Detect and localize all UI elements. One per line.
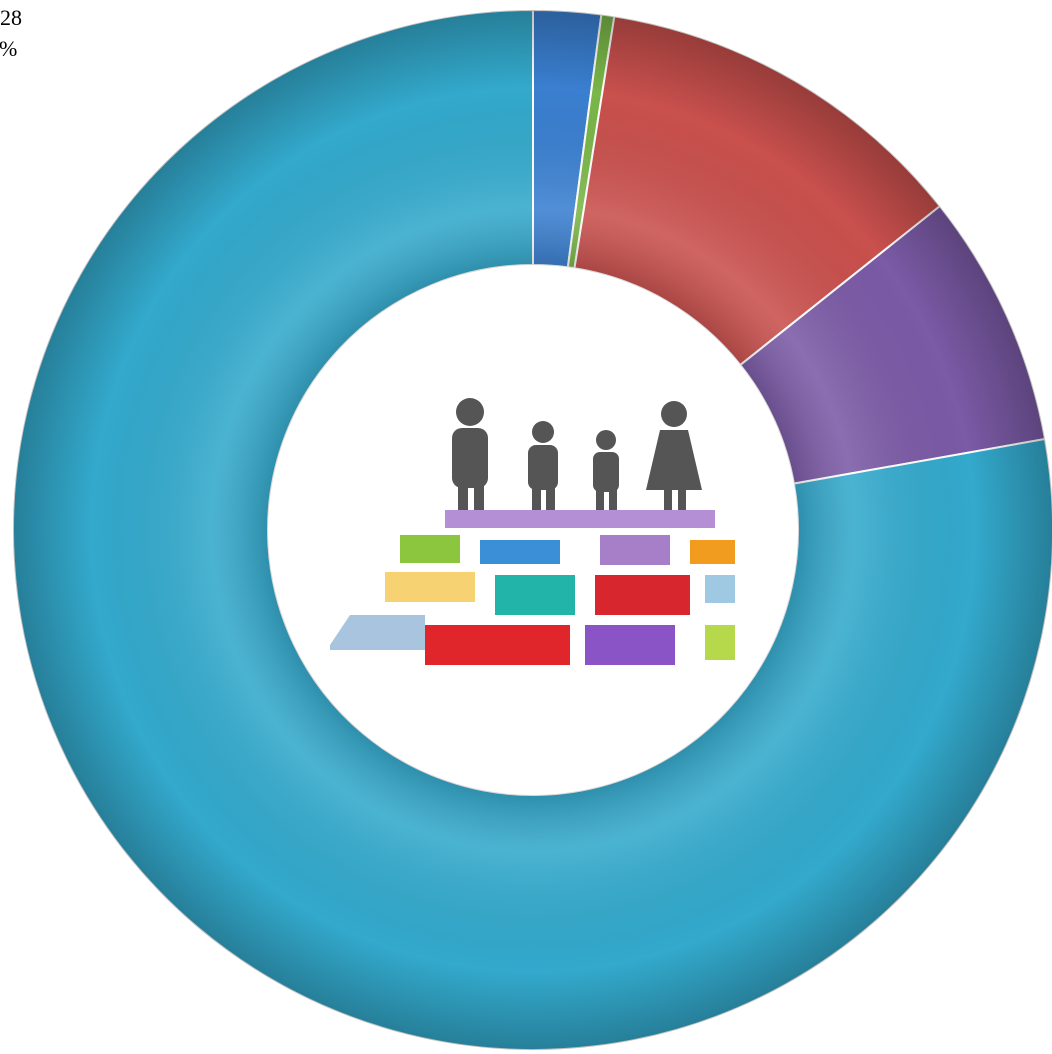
annotation: 28	[0, 5, 22, 30]
annotation: 2%	[0, 36, 17, 61]
center-illustration	[330, 398, 735, 665]
donut-hole	[268, 265, 798, 795]
